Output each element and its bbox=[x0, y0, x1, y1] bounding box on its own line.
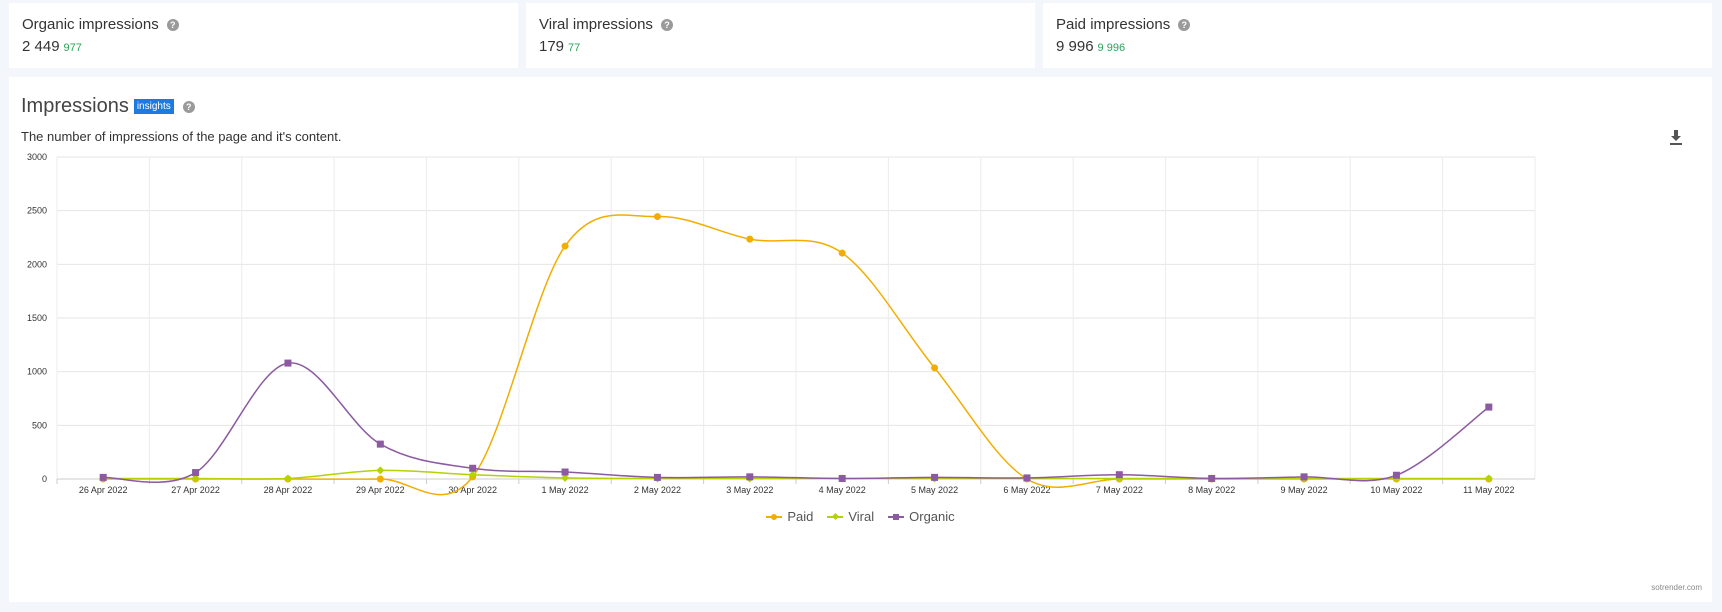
point-organic bbox=[1023, 474, 1031, 482]
legend-marker bbox=[827, 512, 844, 522]
x-tick-label: 29 Apr 2022 bbox=[356, 485, 405, 495]
x-tick-label: 7 May 2022 bbox=[1096, 485, 1143, 495]
legend-marker bbox=[888, 512, 905, 522]
legend-label: Viral bbox=[848, 509, 875, 524]
x-tick-label: 8 May 2022 bbox=[1188, 485, 1235, 495]
kpi-values: 179 77 bbox=[539, 38, 1035, 55]
kpi-delta: 77 bbox=[568, 42, 581, 54]
x-tick-label: 27 Apr 2022 bbox=[171, 485, 220, 495]
point-organic bbox=[746, 473, 754, 481]
impressions-panel: Impressions insights ? The number of imp… bbox=[9, 77, 1712, 602]
point-paid bbox=[653, 213, 661, 221]
point-organic bbox=[1392, 471, 1400, 479]
help-circle-icon[interactable]: ? bbox=[660, 18, 673, 31]
x-tick-label: 9 May 2022 bbox=[1281, 485, 1328, 495]
legend-label: Organic bbox=[909, 509, 955, 524]
kpi-title-label: Viral impressions bbox=[539, 16, 653, 33]
panel-header: Impressions insights ? bbox=[21, 95, 195, 118]
kpi-title-label: Paid impressions bbox=[1056, 16, 1171, 33]
point-organic bbox=[931, 473, 939, 481]
kpi-paid-card: Paid impressions ? 9 996 9 996 bbox=[1043, 3, 1712, 68]
y-tick-label: 3000 bbox=[27, 152, 47, 162]
legend-item-paid[interactable]: Paid bbox=[766, 509, 813, 524]
point-paid bbox=[931, 364, 939, 372]
point-paid bbox=[838, 249, 846, 257]
kpi-viral-card: Viral impressions ? 179 77 bbox=[526, 3, 1035, 68]
kpi-value: 179 bbox=[539, 38, 565, 55]
panel-description: The number of impressions of the page an… bbox=[21, 129, 342, 144]
x-tick-label: 1 May 2022 bbox=[542, 485, 589, 495]
point-organic bbox=[469, 464, 477, 472]
download-icon[interactable] bbox=[1669, 130, 1683, 146]
kpi-row: Organic impressions ? 2 449 977 Viral im… bbox=[9, 3, 1712, 68]
kpi-value: 9 996 bbox=[1056, 38, 1094, 55]
kpi-title: Paid impressions ? bbox=[1056, 16, 1712, 33]
point-organic bbox=[1300, 473, 1308, 481]
help-circle-icon[interactable]: ? bbox=[1178, 18, 1191, 31]
point-paid bbox=[746, 235, 754, 243]
kpi-organic-card: Organic impressions ? 2 449 977 bbox=[9, 3, 518, 68]
series-line-organic bbox=[103, 362, 1490, 483]
x-tick-label: 28 Apr 2022 bbox=[264, 485, 313, 495]
legend-label: Paid bbox=[787, 509, 814, 524]
x-tick-label: 4 May 2022 bbox=[819, 485, 866, 495]
point-viral bbox=[468, 470, 477, 479]
y-tick-label: 0 bbox=[42, 474, 47, 484]
kpi-title: Organic impressions ? bbox=[22, 16, 518, 33]
x-tick-label: 3 May 2022 bbox=[726, 485, 773, 495]
x-tick-label: 6 May 2022 bbox=[1003, 485, 1050, 495]
x-tick-label: 10 May 2022 bbox=[1370, 485, 1422, 495]
point-organic bbox=[192, 469, 200, 477]
point-organic bbox=[284, 359, 292, 367]
y-tick-label: 1500 bbox=[27, 313, 47, 323]
point-organic bbox=[838, 474, 846, 482]
kpi-delta: 9 996 bbox=[1097, 42, 1126, 54]
x-tick-label: 5 May 2022 bbox=[911, 485, 958, 495]
credit-text: sotrender.com bbox=[1651, 583, 1702, 592]
chart-legend: Paid Viral Organic bbox=[9, 509, 1712, 524]
point-viral bbox=[1484, 474, 1493, 483]
point-organic bbox=[653, 473, 661, 481]
point-organic bbox=[1485, 403, 1493, 411]
x-tick-label: 26 Apr 2022 bbox=[79, 485, 128, 495]
help-circle-icon[interactable]: ? bbox=[182, 100, 195, 113]
impressions-chart: 0 500 1000 1500 2000 2500 3000 26 Apr 2022 27 Ap… bbox=[27, 152, 1536, 496]
insights-badge: insights bbox=[133, 99, 174, 114]
point-organic bbox=[1208, 474, 1216, 482]
x-tick-label: 2 May 2022 bbox=[634, 485, 681, 495]
kpi-title-label: Organic impressions bbox=[22, 16, 159, 33]
point-viral bbox=[376, 466, 385, 475]
point-viral bbox=[561, 473, 570, 482]
help-circle-icon[interactable]: ? bbox=[166, 18, 179, 31]
kpi-title: Viral impressions ? bbox=[539, 16, 1035, 33]
panel-title: Impressions bbox=[21, 95, 129, 117]
point-organic bbox=[1115, 471, 1123, 479]
point-viral bbox=[283, 474, 292, 483]
point-paid bbox=[561, 242, 569, 250]
point-organic bbox=[99, 473, 107, 481]
y-tick-label: 2500 bbox=[27, 206, 47, 216]
x-tick-label: 11 May 2022 bbox=[1463, 485, 1514, 495]
point-viral bbox=[191, 474, 200, 483]
kpi-values: 9 996 9 996 bbox=[1056, 38, 1712, 55]
point-paid bbox=[376, 475, 384, 483]
kpi-delta: 977 bbox=[63, 42, 82, 54]
y-tick-label: 500 bbox=[32, 420, 47, 430]
kpi-values: 2 449 977 bbox=[22, 38, 518, 55]
legend-item-viral[interactable]: Viral bbox=[827, 509, 874, 524]
legend-marker bbox=[766, 512, 783, 522]
point-organic bbox=[561, 468, 569, 476]
y-tick-label: 1000 bbox=[27, 367, 47, 377]
kpi-value: 2 449 bbox=[22, 38, 60, 55]
point-organic bbox=[376, 440, 384, 448]
y-tick-label: 2000 bbox=[27, 259, 47, 269]
x-tick-label: 30 Apr 2022 bbox=[448, 485, 497, 495]
legend-item-organic[interactable]: Organic bbox=[888, 509, 955, 524]
